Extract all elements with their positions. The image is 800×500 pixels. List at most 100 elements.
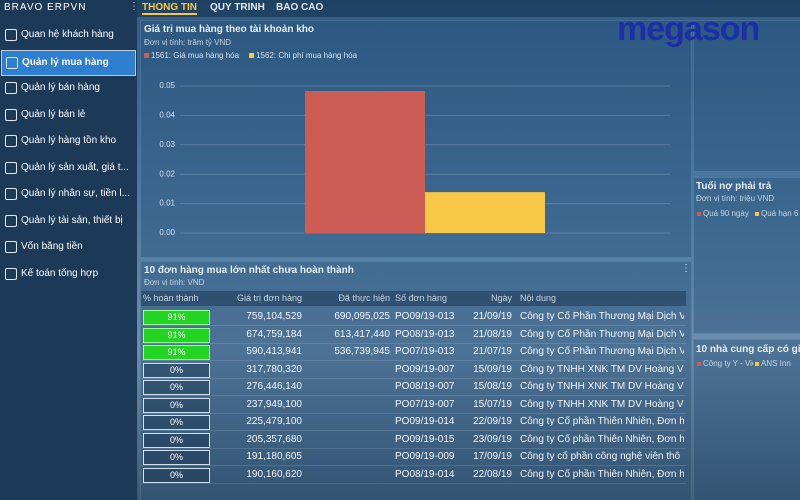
table-cell: 759,104,529 <box>246 311 302 322</box>
legend-label: 1561: Giá mua hàng hóa <box>151 51 240 60</box>
tab[interactable]: BÁO CÁO <box>276 2 324 13</box>
menu-icon <box>5 214 17 227</box>
column-header: Số đơn hàng <box>395 293 447 303</box>
table-cell: PO07/19-013 <box>395 346 455 358</box>
progress-bar: 91% <box>143 345 210 361</box>
y-tick-label: 0.00 <box>159 228 175 237</box>
table-cell: Công ty Cổ phần Thiên Nhiên, Đơn h <box>520 468 684 480</box>
progress-bar: 0% <box>143 432 210 448</box>
column-header: Giá trị đơn hàng <box>237 293 302 303</box>
table-cell: Công ty Cổ Phần Thương Mại Dịch V <box>520 311 684 322</box>
progress-bar: 91% <box>143 327 210 343</box>
table-cell: 317,780,320 <box>246 363 302 375</box>
table-cell: 21/09/19 <box>473 311 512 322</box>
table-cell: 225,479,100 <box>246 416 302 428</box>
column-header: % hoàn thành <box>143 293 199 303</box>
progress-bar: 91% <box>143 310 210 325</box>
table-cell: 690,095,025 <box>334 311 390 322</box>
table-cell: PO08/19-007 <box>395 381 455 393</box>
menu-item[interactable]: Quản lý nhân sự, tiền l... <box>1 182 134 206</box>
column-header: Nội dung <box>520 293 557 303</box>
menu-item[interactable]: Quan hệ khách hàng <box>1 23 134 47</box>
percent-label: 91% <box>167 347 186 358</box>
legend-swatch <box>249 53 255 58</box>
legend-label: 1562: Chi phí mua hàng hóa <box>256 51 358 60</box>
y-tick-label: 0.05 <box>159 81 175 90</box>
row-line <box>141 430 686 432</box>
menu-dots[interactable]: ⋮ <box>129 1 137 12</box>
legend-swatch <box>144 53 149 58</box>
table-cell: 191,180,605 <box>246 451 302 463</box>
menu-item[interactable]: Vốn bằng tiền <box>1 235 134 259</box>
percent-label: 0% <box>169 382 183 393</box>
menu-label: Quản lý nhân sự, tiền l... <box>21 188 130 199</box>
menu-label: Quản lý mua hàng <box>22 56 109 68</box>
table-cell: PO07/19-007 <box>395 398 455 410</box>
table-cell: Công ty Cổ Phần Thương Mại Dịch V <box>520 346 684 358</box>
menu-label: Quản lý bán hàng <box>21 82 100 93</box>
legend-label: ANS Inn <box>761 359 791 368</box>
sidebar: BRAVO ERPVN ⋮ Quan hệ khách hàng Quản lý … <box>0 0 137 500</box>
menu-icon <box>6 56 18 69</box>
table-cell: 21/07/19 <box>473 346 512 358</box>
table-cell: Công ty Cổ phần Thiên Nhiên, Đơn h <box>520 416 684 428</box>
progress-bar: 0% <box>143 362 210 378</box>
table-cell: Công ty Cổ Phần Thương Mại Dịch V <box>520 328 684 340</box>
table-cell: 15/07/19 <box>473 398 512 410</box>
menu-label: Quản lý bán lẻ <box>21 108 86 120</box>
y-tick-label: 0.02 <box>159 169 175 178</box>
side-panel <box>693 339 800 500</box>
table-cell: PO09/19-015 <box>395 433 455 445</box>
menu-item[interactable]: Quản lý sản xuất, giá t... <box>1 156 134 180</box>
table-cell: 536,739,945 <box>334 346 390 358</box>
bar <box>305 90 425 233</box>
panel-title: Tuổi nợ phải trả <box>696 181 772 192</box>
menu-icon <box>5 108 17 121</box>
bar <box>425 192 545 233</box>
table-cell: Công ty TNHH XNK TM DV Hoàng Vi <box>520 363 684 375</box>
chart-subtitle: Đơn vị tính: trăm tỷ VND <box>144 38 232 47</box>
menu-item[interactable]: Quản lý bán hàng <box>1 76 134 100</box>
menu-dots[interactable]: ⋮ <box>681 263 691 274</box>
table-cell: 276,446,140 <box>246 381 302 393</box>
table-cell: 22/08/19 <box>473 468 512 480</box>
percent-label: 0% <box>169 452 183 463</box>
table-cell: 15/09/19 <box>473 363 512 375</box>
legend-label: Công ty Y - Việt <box>703 359 753 368</box>
menu-icon <box>5 29 17 41</box>
table-cell: PO09/19-013 <box>395 311 455 322</box>
side-panel <box>693 177 800 334</box>
legend-swatch <box>755 212 759 216</box>
menu-item[interactable]: Quản lý bán lẻ <box>1 103 134 127</box>
menu-icon <box>5 241 17 253</box>
panel-subtitle: Đơn vị tính: triệu VND <box>696 194 775 203</box>
table-cell: 22/09/19 <box>473 416 512 428</box>
legend-swatch <box>697 362 701 366</box>
row-line <box>141 360 686 362</box>
menu-item[interactable]: Quản lý tài sản, thiết bị <box>1 209 134 233</box>
table-title: 10 đơn hàng mua lớn nhất chưa hoàn thành <box>144 265 354 276</box>
table-cell: 23/09/19 <box>473 433 512 445</box>
menu-icon <box>5 82 17 94</box>
tab[interactable]: THÔNG TIN <box>142 2 197 15</box>
menu-label: Quan hệ khách hàng <box>21 29 114 40</box>
y-tick-label: 0.04 <box>159 111 175 120</box>
y-tick-label: 0.01 <box>159 199 175 208</box>
menu-item[interactable]: Quản lý hàng tồn kho <box>1 129 134 153</box>
table-cell: PO09/19-007 <box>395 363 455 375</box>
menu-item[interactable]: Quản lý mua hàng <box>1 49 136 76</box>
tab[interactable]: QUY TRÌNH <box>210 2 265 13</box>
menu-label: Vốn bằng tiền <box>21 241 83 252</box>
menu-label: Quản lý sản xuất, giá t... <box>21 161 129 173</box>
side-panel <box>693 20 800 172</box>
column-header: Đã thực hiện <box>338 293 390 303</box>
tab-bar <box>137 0 800 17</box>
table-cell: 205,357,680 <box>246 433 302 445</box>
row-line <box>141 447 686 449</box>
menu-item[interactable]: Kế toán tổng hợp <box>1 262 134 286</box>
brand: BRAVO ERPVN <box>4 2 87 13</box>
table-cell: Công ty TNHH XNK TM DV Hoàng Vi <box>520 381 684 393</box>
menu-icon <box>5 267 17 280</box>
table-cell: PO09/19-014 <box>395 416 455 428</box>
